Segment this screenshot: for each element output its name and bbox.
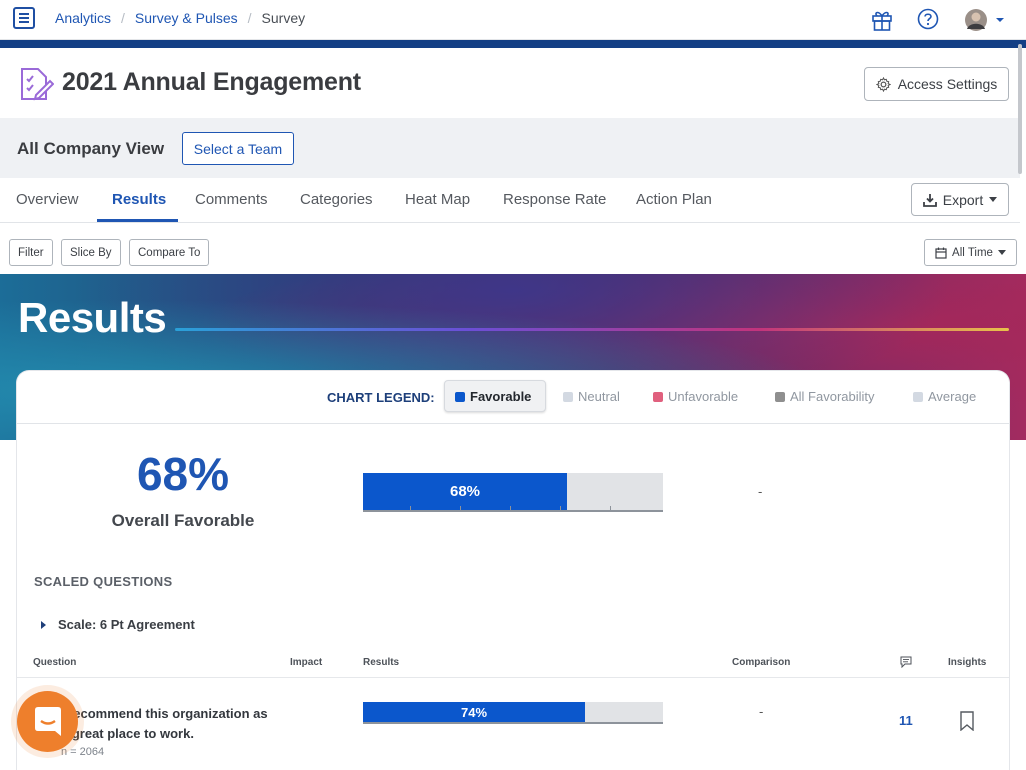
bookmark-icon[interactable] — [960, 711, 974, 731]
legend-label: Unfavorable — [668, 389, 739, 404]
tab-action-plan[interactable]: Action Plan — [636, 191, 712, 208]
gear-icon — [875, 76, 891, 92]
export-label: Export — [942, 191, 984, 208]
legend-label: Favorable — [470, 389, 532, 404]
question-text: I recommend this organization as a great… — [61, 706, 268, 741]
banner-title: Results — [18, 294, 167, 341]
survey-header: 2021 Annual Engagement Access Settings — [0, 48, 1020, 118]
breadcrumb-separator: / — [121, 10, 125, 26]
avatar[interactable] — [964, 8, 1006, 32]
select-team-button[interactable]: Select a Team — [182, 132, 294, 165]
survey-clipboard-icon — [21, 68, 54, 101]
header-comparison[interactable]: Comparison — [732, 657, 791, 668]
filter-button[interactable]: Filter — [9, 239, 53, 266]
tab-categories[interactable]: Categories — [300, 191, 373, 208]
legend-average[interactable]: Average — [913, 389, 976, 404]
page-title: 2021 Annual Engagement — [62, 68, 361, 96]
question-comparison: - — [759, 704, 764, 719]
legend-title: CHART LEGEND: — [327, 390, 435, 405]
scale-group-toggle[interactable]: Scale: 6 Pt Agreement — [41, 617, 195, 632]
download-icon — [922, 193, 937, 207]
legend-swatch — [563, 391, 573, 402]
legend-swatch — [653, 391, 663, 402]
scale-label: Scale: 6 Pt Agreement — [58, 617, 195, 632]
results-card: CHART LEGEND: Favorable Neutral Unfavora… — [17, 371, 1009, 770]
breadcrumb-survey-pulses[interactable]: Survey & Pulses — [134, 10, 238, 26]
overall-comparison: - — [758, 484, 763, 499]
legend-neutral[interactable]: Neutral — [563, 389, 620, 404]
breadcrumb-separator: / — [247, 10, 252, 26]
question-result-bar[interactable]: 74% — [363, 702, 663, 724]
time-range-dropdown[interactable]: All Time — [924, 239, 1017, 266]
legend-all-favorability[interactable]: All Favorability — [775, 389, 875, 404]
access-settings-button[interactable]: Access Settings — [864, 67, 1009, 101]
tab-response-rate[interactable]: Response Rate — [503, 191, 607, 208]
legend-label: All Favorability — [790, 389, 875, 404]
tab-results[interactable]: Results — [112, 191, 167, 208]
legend-swatch — [913, 391, 923, 402]
bar-fill-favorable — [363, 702, 585, 722]
breadcrumb-current: Survey — [261, 10, 306, 26]
legend-unfavorable[interactable]: Unfavorable — [653, 389, 738, 404]
active-tab-indicator — [97, 219, 178, 222]
bar-label: 74% — [460, 704, 488, 720]
time-range-label: All Time — [952, 246, 993, 259]
comment-count-link[interactable]: 11 — [899, 713, 913, 728]
caret-right-icon — [41, 620, 46, 629]
caret-down-icon — [989, 197, 998, 202]
access-settings-label: Access Settings — [897, 76, 998, 92]
breadcrumb-analytics[interactable]: Analytics — [55, 10, 112, 26]
header-insights[interactable]: Insights — [948, 657, 987, 668]
page-scrollbar[interactable] — [1018, 44, 1022, 174]
bar-label: 68% — [449, 483, 481, 500]
legend-label: Average — [928, 389, 977, 404]
header-results[interactable]: Results — [363, 657, 400, 668]
accent-bar — [0, 40, 1026, 48]
menu-icon[interactable] — [13, 7, 35, 29]
legend-label: Neutral — [578, 389, 620, 404]
slice-by-button[interactable]: Slice By — [61, 239, 121, 266]
filter-bar: Filter Slice By Compare To All Time — [0, 223, 1020, 274]
caret-down-icon — [997, 250, 1006, 255]
overall-favorable-value: 68% — [136, 448, 230, 500]
comment-icon — [900, 656, 912, 668]
table-row[interactable]: I recommend this organization as a great… — [17, 678, 1009, 770]
table-header: Question Impact Results Comparison Insig… — [17, 648, 1009, 678]
chat-widget-button[interactable] — [17, 691, 78, 752]
compare-to-button[interactable]: Compare To — [129, 239, 210, 266]
overall-favorable-label: Overall Favorable — [111, 511, 255, 530]
bar-tick — [560, 506, 561, 510]
bar-tick — [460, 506, 461, 510]
export-button[interactable]: Export — [911, 183, 1009, 216]
question-respondents: n = 2064 — [61, 746, 105, 758]
banner-divider — [175, 328, 1009, 331]
tab-heat-map[interactable]: Heat Map — [405, 191, 471, 208]
top-navbar: Analytics / Survey & Pulses / Survey — [0, 0, 1026, 40]
section-title: SCALED QUESTIONS — [34, 574, 173, 589]
legend-favorable[interactable]: Favorable — [455, 389, 531, 404]
chart-legend: CHART LEGEND: Favorable Neutral Unfavora… — [17, 371, 1009, 424]
legend-swatch — [775, 391, 785, 402]
header-question[interactable]: Question — [33, 657, 77, 668]
legend-swatch — [455, 391, 465, 402]
tab-comments[interactable]: Comments — [195, 191, 268, 208]
chat-bubble-icon — [34, 706, 61, 736]
help-icon[interactable] — [917, 8, 939, 30]
tab-bar: Overview Results Comments Categories Hea… — [0, 178, 1020, 223]
calendar-icon — [935, 247, 947, 259]
breadcrumb: Analytics / Survey & Pulses / Survey — [55, 10, 305, 26]
header-impact[interactable]: Impact — [290, 657, 323, 668]
view-bar: All Company View Select a Team — [0, 118, 1020, 178]
tab-overview[interactable]: Overview — [16, 191, 79, 208]
gift-icon[interactable] — [871, 8, 893, 32]
overall-result-bar[interactable]: 68% — [363, 473, 663, 512]
bar-tick — [510, 506, 511, 510]
bar-tick — [410, 506, 411, 510]
bar-tick — [610, 506, 611, 510]
view-title: All Company View — [17, 139, 165, 158]
bar-fill-favorable — [363, 473, 567, 510]
